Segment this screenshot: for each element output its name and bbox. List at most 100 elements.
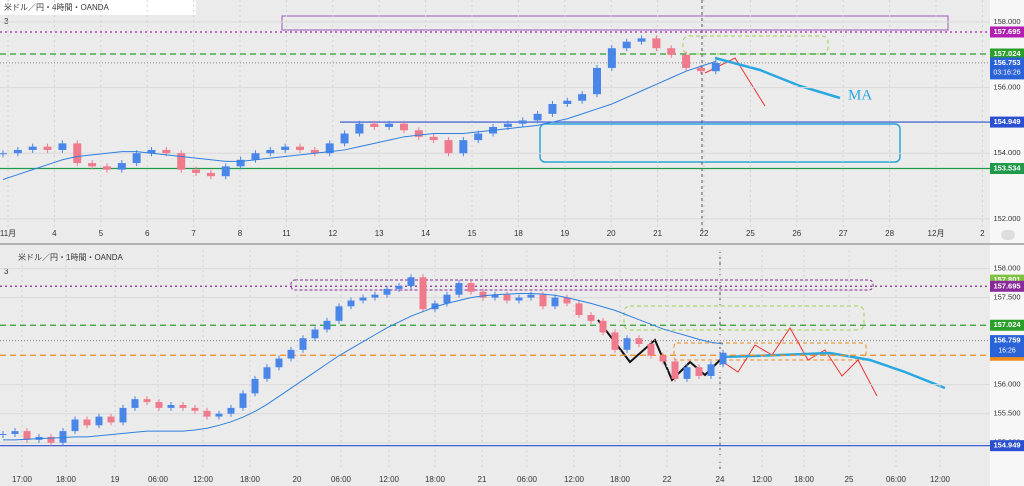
candle	[459, 140, 468, 154]
price-tag-label: 157.801	[993, 275, 1020, 284]
zone-box	[539, 123, 901, 163]
y-tick-label: 155.500	[993, 409, 1020, 418]
candle	[682, 54, 691, 68]
candle	[59, 431, 67, 443]
x-tick-label: 20	[293, 475, 302, 484]
y-tick-label: 156.000	[993, 380, 1020, 389]
candle	[323, 320, 331, 330]
candle	[444, 140, 453, 154]
settings-button[interactable]	[1001, 230, 1015, 240]
candle	[551, 297, 559, 307]
candle	[667, 48, 676, 55]
candle	[266, 149, 275, 154]
candle	[221, 166, 230, 177]
candle	[711, 62, 720, 72]
price-tag-label: 157.024	[993, 49, 1021, 58]
zone-box	[673, 342, 867, 361]
candle	[191, 407, 199, 411]
candle	[263, 367, 271, 379]
y-tick-label: 158.000	[993, 17, 1020, 26]
zone-box	[281, 15, 949, 31]
symbol-title[interactable]: 米ドル／円・4時間・OANDA	[4, 2, 110, 12]
y-tick-label: 152.000	[993, 214, 1020, 223]
candle	[206, 172, 215, 177]
candle	[696, 67, 705, 72]
candle	[719, 352, 727, 365]
candle	[637, 38, 646, 42]
candle	[599, 320, 607, 333]
x-tick-label: 22	[700, 229, 709, 238]
candle	[13, 149, 22, 154]
candle	[95, 416, 103, 426]
candle	[474, 133, 483, 141]
x-tick-label: 2	[980, 229, 985, 238]
path-drawing	[597, 319, 721, 382]
y-tick-label: 157.500	[993, 293, 1020, 302]
candle	[162, 149, 171, 154]
price-tag-label: 157.695	[993, 27, 1020, 36]
candle	[407, 277, 415, 286]
price-tag	[990, 280, 1024, 292]
x-tick-label: 18:00	[56, 475, 77, 484]
candle	[611, 332, 619, 350]
x-tick-label: 5	[99, 229, 104, 238]
indicator-count[interactable]: 3	[4, 267, 9, 276]
annotation-text: MA	[848, 87, 872, 103]
x-tick-label: 17:00	[12, 475, 33, 484]
x-tick-label: 8	[238, 229, 243, 238]
price-tag-label: 156.759	[993, 336, 1020, 345]
x-tick-label: 27	[839, 229, 848, 238]
x-tick-label: 18:00	[240, 475, 261, 484]
price-tag-label: 156.753	[993, 58, 1020, 67]
price-tag	[990, 163, 1024, 175]
candle	[177, 153, 186, 170]
candle	[695, 367, 703, 376]
x-tick-label: 22	[663, 475, 672, 484]
x-tick-label: 28	[885, 229, 894, 238]
price-tag	[990, 116, 1024, 128]
price-tag-label: 154.949	[993, 117, 1020, 126]
price-tag	[990, 274, 1024, 286]
x-tick-label: 18	[514, 229, 523, 238]
candle	[203, 410, 211, 417]
price-axis-labels: 158.000 156.000 154.000 152.000	[993, 17, 1020, 223]
symbol-title[interactable]: 米ドル／円・1時間・OANDA	[18, 252, 124, 262]
candle	[707, 364, 715, 376]
x-tick-label: 12:00	[564, 475, 585, 484]
candle	[43, 146, 52, 150]
candle	[355, 123, 364, 134]
candle	[117, 163, 126, 170]
candle	[414, 130, 423, 137]
candle	[539, 294, 547, 307]
candle	[548, 104, 557, 114]
candle	[299, 338, 307, 350]
candle	[575, 303, 583, 316]
candle	[635, 338, 643, 345]
price-tag	[990, 440, 1024, 452]
candle	[58, 143, 67, 150]
moving-average	[3, 293, 724, 441]
zone-box	[290, 279, 874, 291]
bottom-pane	[0, 245, 990, 486]
candle	[683, 367, 691, 379]
x-tick-label: 7	[191, 229, 196, 238]
candle	[102, 166, 111, 170]
candle	[429, 136, 438, 141]
candle	[371, 294, 379, 298]
x-tick-label: 19	[111, 475, 120, 484]
candle	[647, 344, 655, 356]
candle	[236, 159, 245, 167]
candle	[179, 404, 187, 408]
x-tick-label: 18:00	[794, 475, 815, 484]
x-tick-label: 25	[845, 475, 854, 484]
candle	[215, 413, 223, 417]
candle	[467, 283, 475, 292]
price-tag	[990, 26, 1024, 38]
candle	[527, 294, 535, 298]
candle	[281, 146, 290, 150]
candle	[119, 407, 127, 423]
candle	[143, 399, 151, 403]
price-tag	[990, 319, 1024, 331]
x-tick-label: 11月	[0, 229, 16, 238]
candle	[443, 294, 451, 304]
